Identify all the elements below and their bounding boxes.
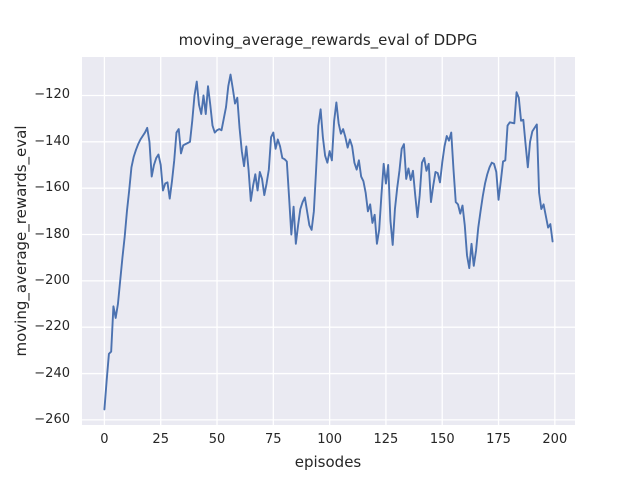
x-tick-label: 0 [100,432,109,447]
chart-canvas [82,57,575,425]
y-tick-label: −140 [34,133,70,149]
x-tick-label: 50 [208,432,226,447]
series-line-ddpg [103,73,554,411]
y-tick-label: −120 [34,87,70,103]
y-tick-label: −200 [34,272,70,288]
x-tick-label: 200 [542,432,568,447]
y-tick-label: −260 [34,411,70,427]
y-tick-label: −160 [34,180,70,196]
plot-area [82,57,575,425]
x-tick-label: 125 [373,432,399,447]
y-tick-label: −220 [34,319,70,335]
x-tick-label: 150 [429,432,455,447]
x-tick-label: 100 [317,432,343,447]
y-tick-label: −240 [34,365,70,381]
x-tick-label: 75 [265,432,282,447]
chart-title: moving_average_rewards_eval of DDPG [178,31,478,49]
x-axis-label: episodes [294,453,362,471]
x-tick-label: 25 [152,432,169,447]
x-tick-label: 175 [486,432,511,447]
y-tick-label: −180 [34,226,70,242]
